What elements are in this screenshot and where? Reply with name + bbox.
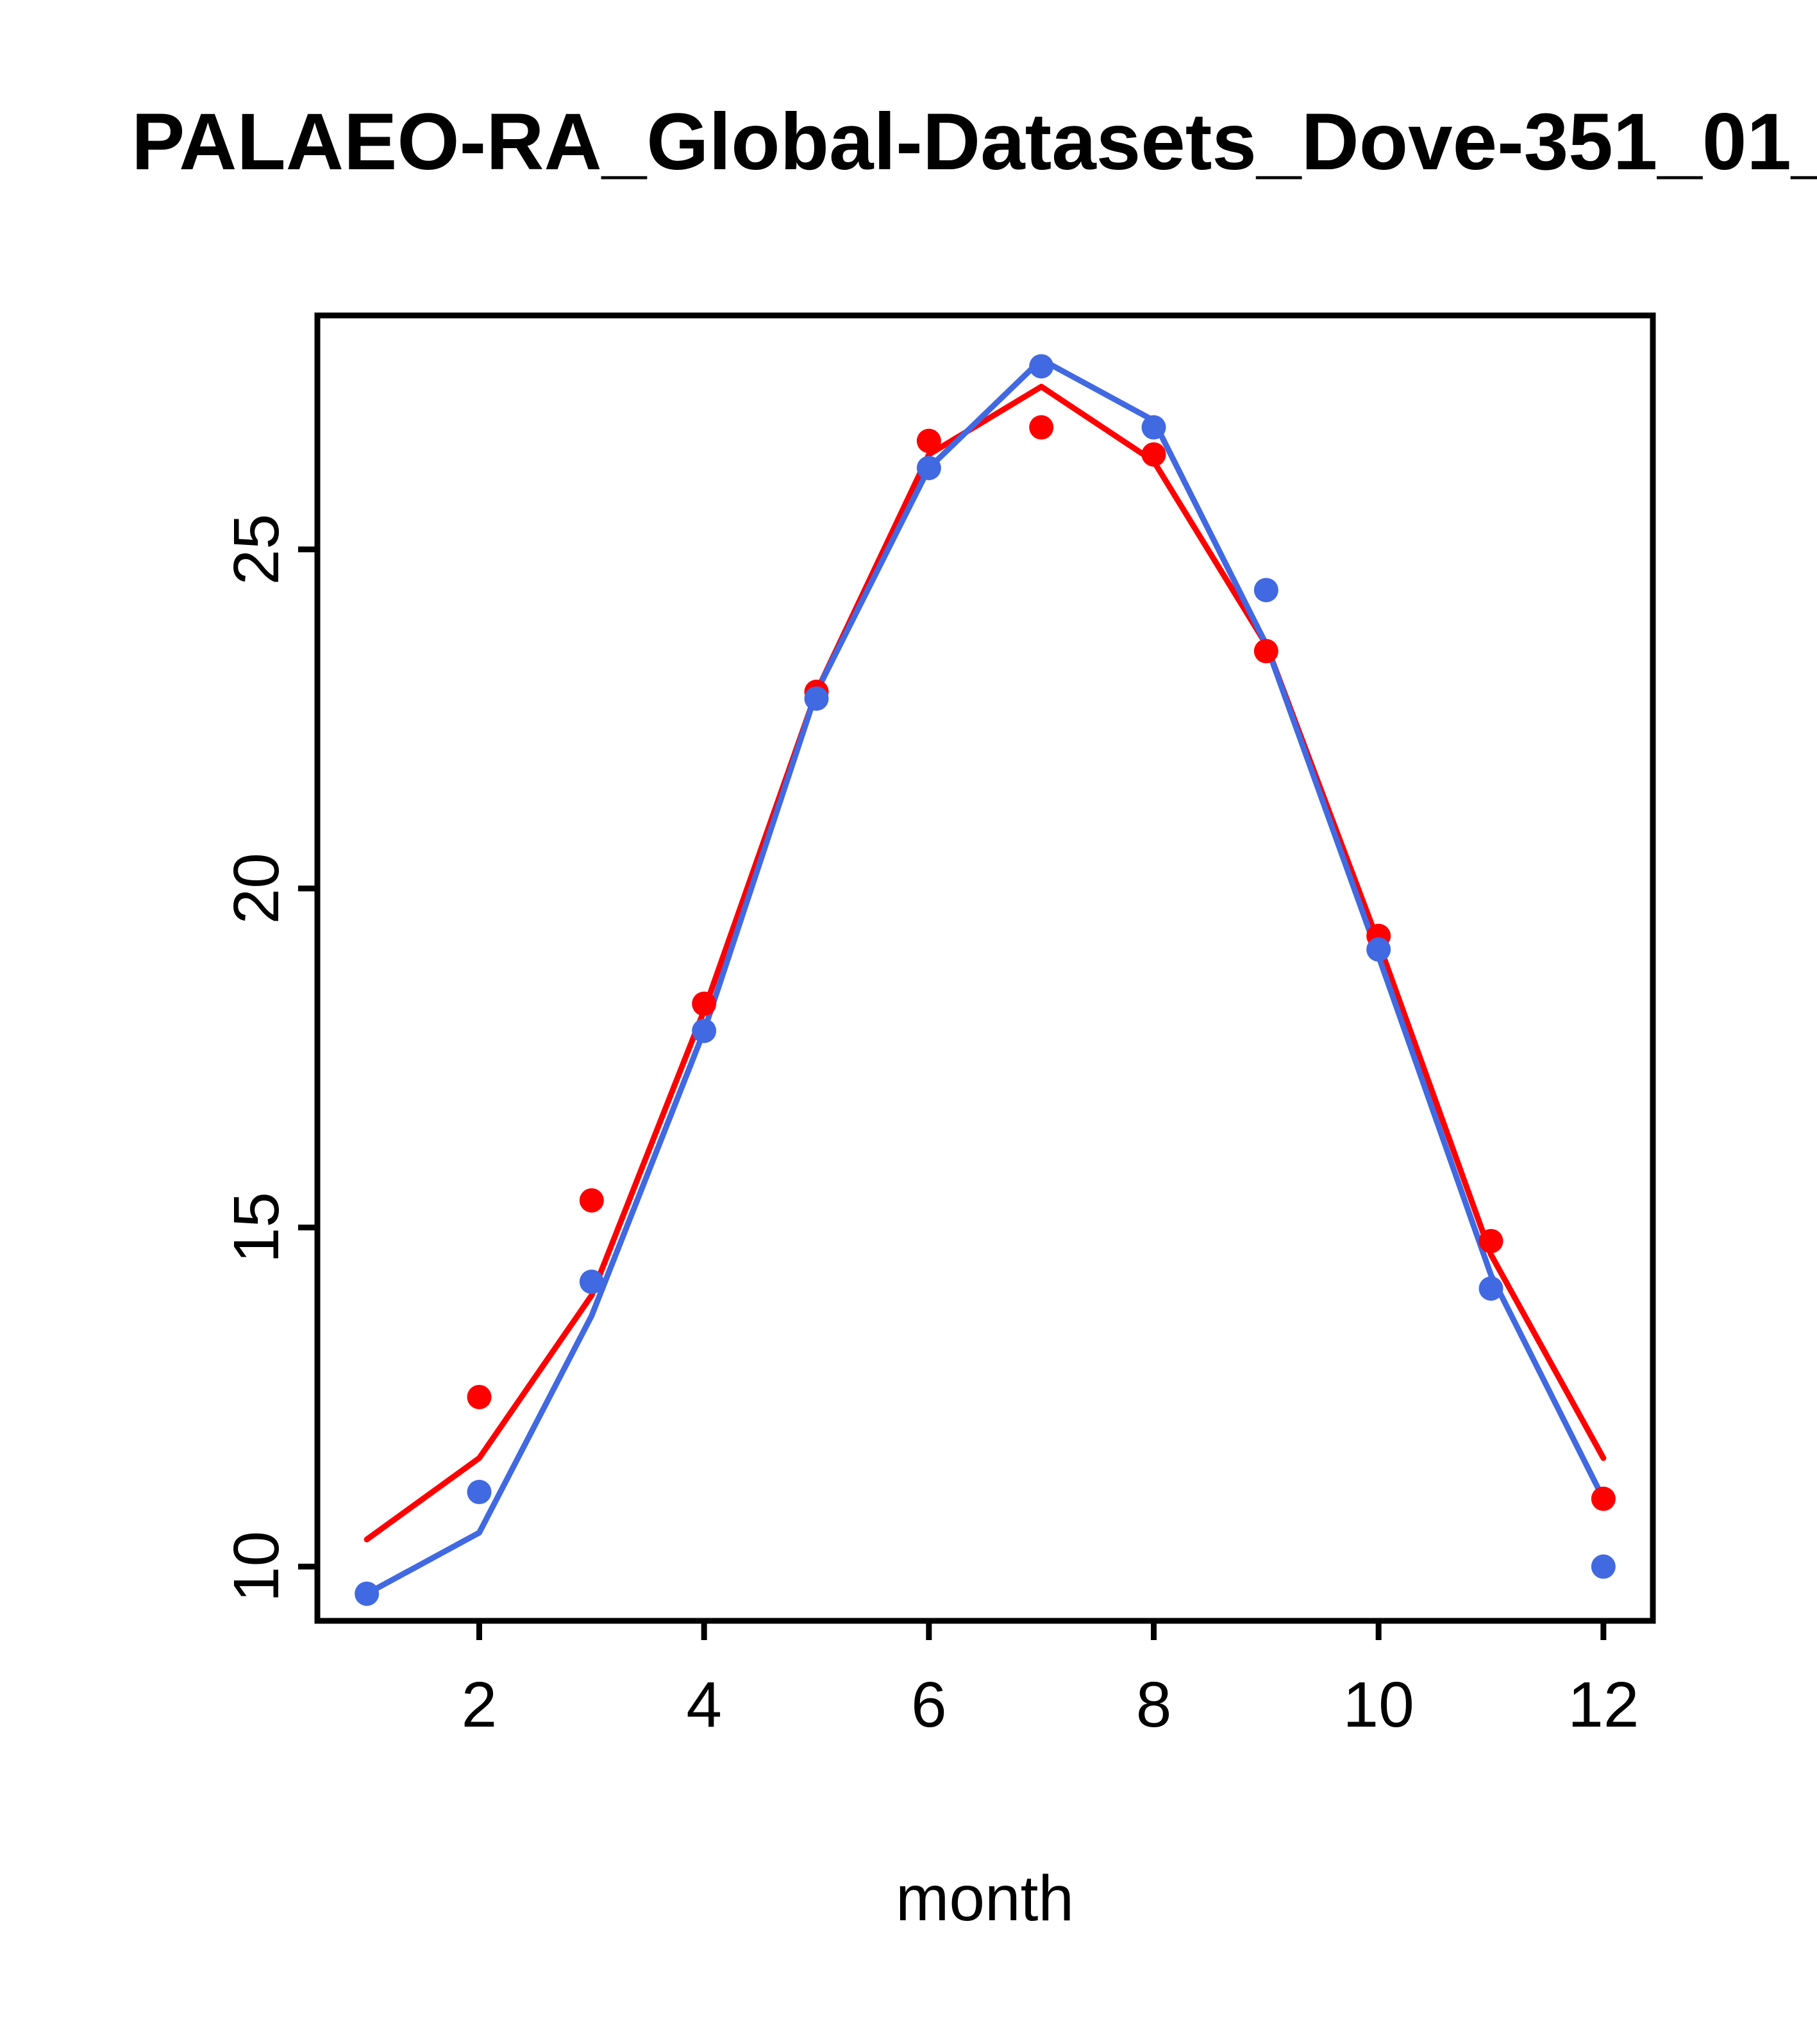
blue-points-marker <box>1591 1554 1616 1579</box>
red-points-marker <box>1591 1486 1616 1511</box>
plot-title: PALAEO-RA_Global-Datasets_Dove-351_01_ta <box>131 97 1817 187</box>
red-points-marker <box>692 991 717 1016</box>
x-tick-label: 10 <box>1343 1669 1414 1741</box>
red-points-marker <box>1253 639 1278 664</box>
x-tick-label: 6 <box>911 1669 947 1741</box>
red-points-marker <box>1478 1228 1503 1253</box>
blue-points-marker <box>467 1480 492 1505</box>
x-tick-label: 4 <box>686 1669 722 1741</box>
blue-points-marker <box>804 686 829 711</box>
blue-points-marker <box>579 1269 604 1294</box>
blue-points-marker <box>692 1018 717 1043</box>
blue-points-marker <box>1366 937 1391 962</box>
plot-border <box>314 312 1656 1624</box>
red-points-marker <box>467 1384 492 1409</box>
blue-points-marker <box>1029 354 1054 379</box>
x-axis-label: month <box>896 1863 1074 1934</box>
blue-points-marker <box>355 1581 380 1606</box>
blue-points-marker <box>916 455 941 480</box>
red-points-marker <box>1029 415 1054 440</box>
x-tick-label: 12 <box>1568 1669 1639 1741</box>
x-tick-label: 2 <box>462 1669 498 1741</box>
y-tick-label: 25 <box>221 514 292 585</box>
red-line-series <box>364 383 1607 1543</box>
y-tick-label: 20 <box>221 853 292 924</box>
red-points-marker <box>916 428 941 453</box>
blue-points-marker <box>1253 578 1278 603</box>
red-points-marker <box>1141 442 1166 467</box>
y-tick-label: 10 <box>221 1531 292 1602</box>
blue-points-marker <box>1141 415 1166 440</box>
red-points-marker <box>579 1188 604 1213</box>
blue-line-series <box>364 356 1607 1597</box>
x-tick-label: 8 <box>1136 1669 1172 1741</box>
y-tick-label: 15 <box>221 1192 292 1263</box>
blue-points-marker <box>1478 1276 1503 1301</box>
